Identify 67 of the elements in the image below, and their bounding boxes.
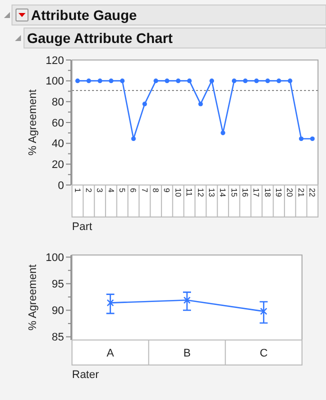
x-tick-label: 4 bbox=[106, 188, 116, 193]
x-tick-label: 21 bbox=[296, 188, 306, 198]
point bbox=[98, 78, 102, 84]
x-tick-label: 1 bbox=[72, 188, 82, 193]
point bbox=[86, 78, 92, 84]
point bbox=[131, 136, 136, 142]
chart-title: Attribute Gauge bbox=[31, 7, 137, 23]
x-tick-label: 6 bbox=[128, 188, 138, 193]
x-tick-label: 18 bbox=[262, 188, 272, 198]
point bbox=[260, 308, 268, 315]
x-tick-label: 7 bbox=[140, 188, 149, 193]
point bbox=[288, 78, 292, 84]
x-tick-label: 15 bbox=[229, 188, 238, 198]
x-tick-label: 20 bbox=[285, 188, 294, 198]
point bbox=[176, 78, 181, 84]
y-tick-label: 80 bbox=[52, 96, 64, 109]
point bbox=[142, 102, 147, 106]
x-tick-label: 22 bbox=[308, 188, 317, 198]
x-axis-title: Part bbox=[72, 221, 92, 233]
point bbox=[183, 296, 191, 304]
y-tick-label: 40 bbox=[52, 138, 64, 150]
point bbox=[187, 78, 192, 84]
y-tick-label: 60 bbox=[52, 117, 64, 130]
x-tick-label: 17 bbox=[252, 188, 261, 198]
x-tick-label: 12 bbox=[196, 188, 205, 198]
point bbox=[120, 78, 125, 84]
point bbox=[220, 130, 226, 136]
point bbox=[265, 78, 270, 84]
y-tick-label: 100 bbox=[46, 252, 64, 264]
x-tick-label: 14 bbox=[218, 188, 228, 198]
point bbox=[232, 78, 236, 84]
y-tick-label: 0 bbox=[58, 180, 64, 192]
y-tick-label: 20 bbox=[52, 159, 64, 172]
x-tick-label: 11 bbox=[184, 188, 194, 197]
y-tick-label: 95 bbox=[52, 278, 64, 291]
x-axis-title: Rater bbox=[72, 369, 100, 381]
point bbox=[298, 136, 304, 142]
y-tick-label: 85 bbox=[52, 332, 64, 344]
y-tick-label: 100 bbox=[46, 76, 64, 88]
chart-subtitle: Gauge Attribute Chart bbox=[27, 30, 174, 46]
x-tick-label: 16 bbox=[240, 188, 250, 198]
point bbox=[75, 78, 80, 84]
point bbox=[209, 78, 214, 84]
x-tick-label: B bbox=[183, 347, 191, 360]
x-tick-label: C bbox=[260, 347, 268, 360]
x-tick-label: A bbox=[106, 347, 115, 360]
y-axis-title: % Agreement bbox=[27, 89, 39, 156]
x-tick-label: 2 bbox=[84, 188, 93, 193]
x-tick-label: 8 bbox=[151, 188, 160, 193]
x-tick-label: 10 bbox=[173, 188, 182, 198]
x-tick-label: 3 bbox=[95, 188, 104, 193]
point bbox=[254, 78, 259, 84]
x-tick-label: 5 bbox=[118, 188, 127, 193]
point bbox=[106, 299, 114, 306]
y-axis-title: % Agreement bbox=[27, 264, 39, 331]
x-tick-label: 13 bbox=[206, 188, 216, 198]
y-tick-label: 120 bbox=[46, 54, 64, 67]
x-tick-label: 9 bbox=[162, 188, 172, 193]
point bbox=[198, 102, 203, 106]
point bbox=[310, 136, 315, 142]
point bbox=[154, 78, 158, 84]
point bbox=[276, 78, 282, 84]
point bbox=[243, 78, 248, 84]
point bbox=[164, 78, 170, 84]
point bbox=[108, 78, 114, 84]
x-tick-label: 19 bbox=[274, 188, 284, 198]
y-tick-label: 90 bbox=[52, 305, 64, 318]
